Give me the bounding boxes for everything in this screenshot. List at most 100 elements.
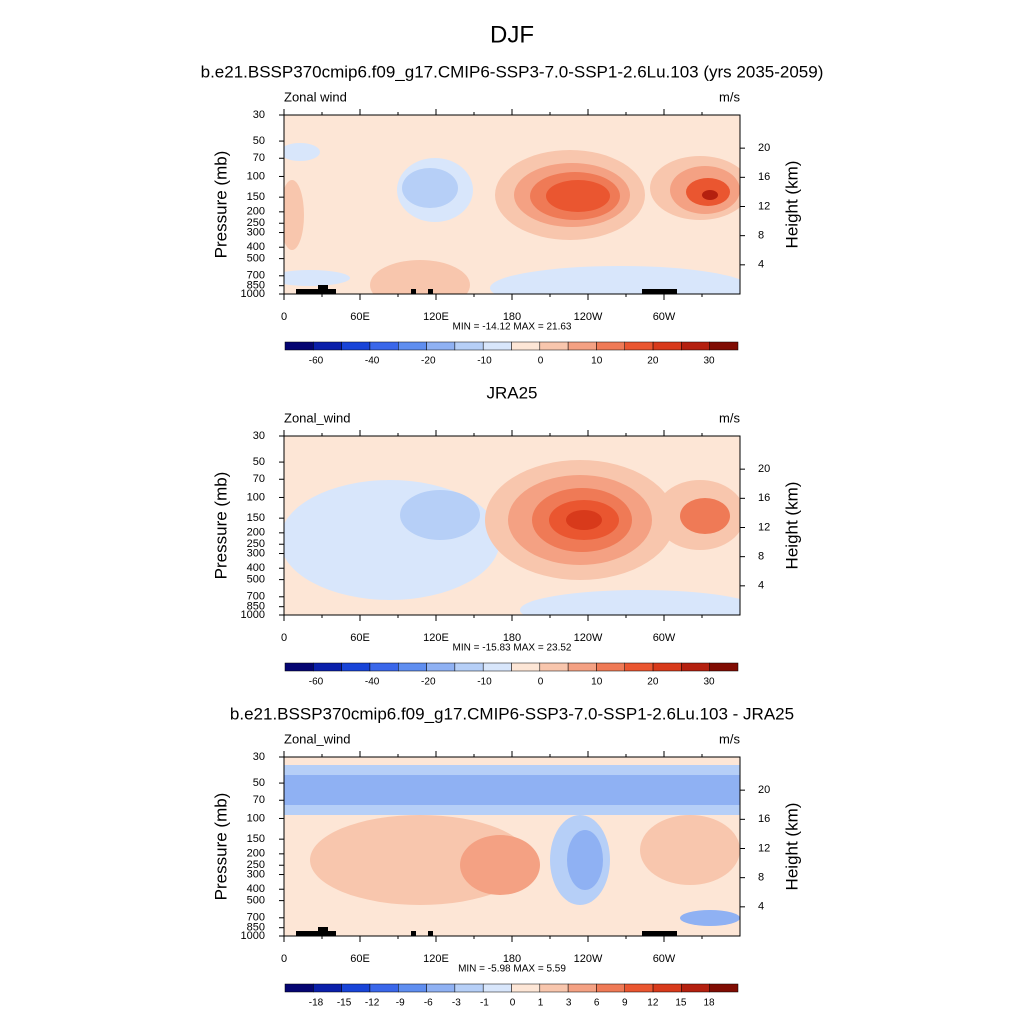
colorbar-swatch [709,983,739,993]
colorbar-label: -40 [365,356,380,367]
stats-label: MIN = -15.83 MAX = 23.52 [453,643,572,654]
colorbar-label: 18 [703,998,715,1009]
contour-field [284,436,740,615]
colorbar-label: -1 [480,998,489,1009]
colorbar-label: -20 [421,677,436,688]
colorbar-swatch [284,983,314,993]
y-axis-label: Pressure (mb) [211,151,230,259]
colorbar-label: 0 [538,677,544,688]
x-tick-label: 0 [281,311,287,323]
colorbar-label: 6 [594,998,600,1009]
x-tick-label: 0 [281,632,287,644]
y-tick-label: 150 [247,833,265,845]
y-tick-label: 30 [253,751,265,763]
y-tick-label: 70 [253,794,265,806]
colorbar-swatch [341,983,371,993]
y2-axis-label: Height (km) [782,482,801,570]
colorbar-swatch [596,983,625,993]
y2-axis-label: Height (km) [782,161,801,249]
colorbar-swatch [426,341,456,351]
y-tick-label: 500 [247,895,265,907]
colorbar-label: -6 [424,998,433,1009]
colorbar-label: -40 [365,677,380,688]
x-tick-label: 60W [653,953,676,965]
colorbar-label: 10 [591,677,603,688]
y-tick-label: 200 [247,206,265,218]
colorbar-swatch [652,341,682,351]
x-tick-label: 120E [423,311,449,323]
colorbar-swatch [341,341,371,351]
colorbar-label: 0 [510,998,516,1009]
colorbar-label: -10 [477,356,492,367]
y-tick-label: 300 [247,547,265,559]
y2-tick-label: 16 [758,813,770,825]
colorbar-swatch [567,983,597,993]
colorbar-swatch [511,983,541,993]
y-tick-label: 50 [253,456,265,468]
colorbar-swatch [567,662,597,672]
y2-tick-label: 4 [758,901,764,913]
y-tick-label: 400 [247,241,265,253]
colorbar-swatch [398,341,427,351]
variable-label: Zonal_wind [284,410,351,425]
y-tick-label: 300 [247,226,265,238]
x-tick-label: 120E [423,632,449,644]
colorbar-swatch [567,341,597,351]
colorbar-swatch [454,341,484,351]
colorbar-swatch [482,341,512,351]
y-tick-label: 300 [247,868,265,880]
y-tick-label: 30 [253,109,265,121]
figure-title: DJF [490,21,534,48]
y-tick-label: 1000 [241,288,265,300]
y2-tick-label: 16 [758,171,770,183]
colorbar-swatch [482,662,512,672]
colorbar-label: -10 [477,677,492,688]
y2-tick-label: 8 [758,230,764,242]
colorbar-label: -3 [452,998,461,1009]
colorbar-swatch [624,341,654,351]
y2-tick-label: 8 [758,872,764,884]
colorbar-label: 30 [703,677,715,688]
panel-title: b.e21.BSSP370cmip6.f09_g17.CMIP6-SSP3-7.… [230,704,794,723]
y2-tick-label: 16 [758,492,770,504]
colorbar-label: 20 [647,677,659,688]
y2-tick-label: 20 [758,784,770,796]
contour-field [284,757,740,936]
colorbar-swatch [681,983,710,993]
colorbar-swatch [369,662,399,672]
y2-tick-label: 12 [758,842,770,854]
colorbar-swatch [284,662,314,672]
y-tick-label: 250 [247,217,265,229]
y-tick-label: 100 [247,491,265,503]
colorbar-swatch [681,662,710,672]
colorbar-swatch [369,341,399,351]
y-tick-label: 700 [247,591,265,603]
y-tick-label: 150 [247,191,265,203]
x-tick-label: 60E [350,311,370,323]
colorbar-swatch [624,662,654,672]
x-tick-label: 180 [503,311,521,323]
variable-label: Zonal_wind [284,731,351,746]
y-tick-label: 50 [253,777,265,789]
colorbar-swatch [482,983,512,993]
y-tick-label: 200 [247,848,265,860]
y-tick-label: 700 [247,912,265,924]
colorbar-swatch [596,341,625,351]
panel-title: JRA25 [486,383,537,402]
colorbar-label: -15 [337,998,352,1009]
colorbar-label: 20 [647,356,659,367]
x-tick-label: 120W [574,632,603,644]
colorbar-swatch [624,983,654,993]
y-tick-label: 850 [247,922,265,934]
y-tick-label: 70 [253,152,265,164]
y2-tick-label: 20 [758,142,770,154]
y-tick-label: 1000 [241,930,265,942]
colorbar-swatch [511,662,541,672]
x-tick-label: 60E [350,953,370,965]
y-tick-label: 500 [247,574,265,586]
y-tick-label: 1000 [241,609,265,621]
colorbar-swatch [454,983,484,993]
contour-field [284,115,740,294]
